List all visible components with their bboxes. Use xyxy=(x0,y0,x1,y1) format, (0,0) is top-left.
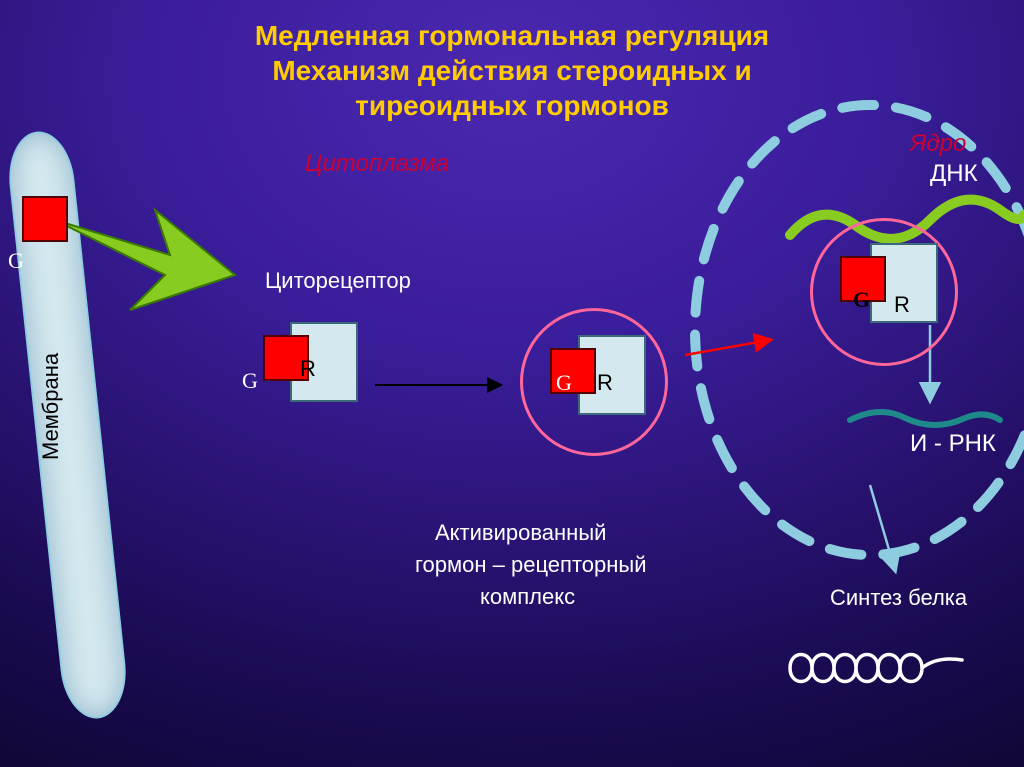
r-letter-complex: R xyxy=(597,370,613,396)
g-letter-complex: G xyxy=(556,370,572,396)
complex-label-1: Активированный xyxy=(435,520,606,546)
hormone-outside xyxy=(22,196,68,242)
cytoplasm-label: Цитоплазма xyxy=(305,150,449,178)
r-letter-nucleus: R xyxy=(894,292,910,318)
svg-layer xyxy=(0,0,1024,767)
protein-coil xyxy=(790,655,962,682)
g-letter-cyto: G xyxy=(242,368,258,394)
irna-label: И - РНК xyxy=(910,430,996,458)
rna-strand xyxy=(850,412,1000,425)
green-arrow xyxy=(55,210,235,310)
g-letter-outside: G xyxy=(8,248,24,274)
nucleus-label: Ядро xyxy=(910,130,966,158)
g-letter-nucleus: G xyxy=(853,287,870,313)
cytoreceptor-label: Циторецептор xyxy=(265,268,411,294)
complex-label-2: гормон – рецепторный xyxy=(415,552,647,578)
complex-label-3: комплекс xyxy=(480,584,575,610)
r-letter-cyto: R xyxy=(300,356,316,382)
synthesis-label: Синтез белка xyxy=(830,585,967,611)
dna-label: ДНК xyxy=(930,160,978,188)
